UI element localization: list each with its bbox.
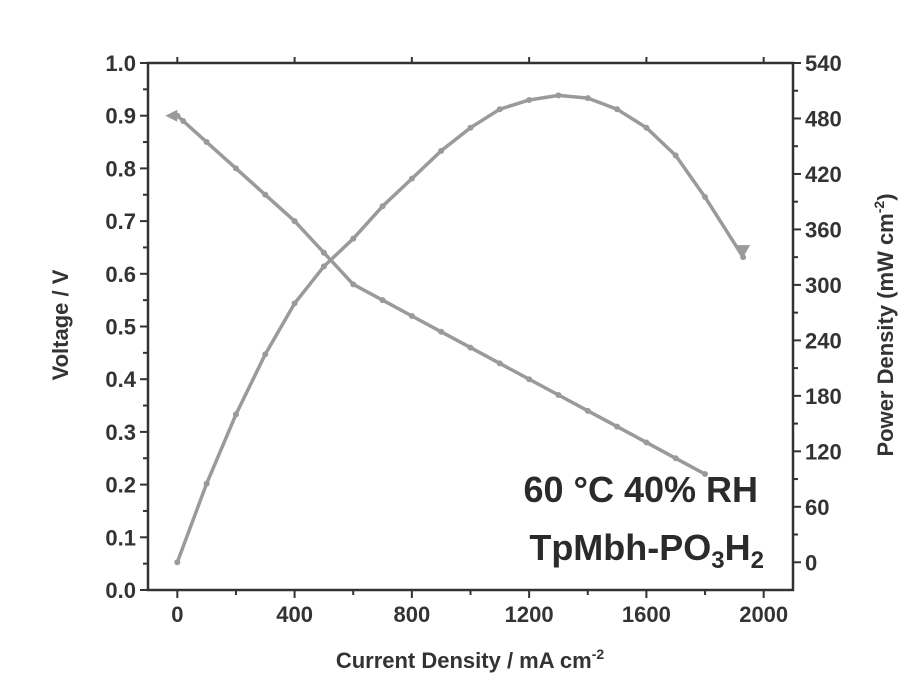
x-tick-label: 1600 <box>622 602 671 627</box>
voltage-point <box>643 439 650 446</box>
voltage-point <box>350 281 357 288</box>
y-left-tick-label: 0.0 <box>105 578 136 603</box>
x-tick-label: 800 <box>394 602 431 627</box>
power-density-point <box>614 106 621 113</box>
voltage-point <box>467 344 474 351</box>
power-density-point <box>232 411 239 418</box>
power-density-point <box>350 235 357 242</box>
y-right-tick-label: 120 <box>805 439 842 464</box>
plot-frame <box>146 61 795 592</box>
power-density-point <box>408 175 415 182</box>
voltage-point <box>702 471 709 478</box>
y-left-axis-title: Voltage / V <box>48 269 73 380</box>
voltage-axis-arrow-marker <box>165 109 178 122</box>
power-density-point <box>291 300 298 307</box>
power-density-point <box>174 559 181 566</box>
annotation-condition: 60 °C 40% RH <box>524 469 759 510</box>
y-left-tick-label: 0.3 <box>105 420 136 445</box>
power-density-point <box>320 263 327 270</box>
voltage-series <box>165 109 709 478</box>
labels: Current Density / mA cm-2 Voltage / V Po… <box>48 193 898 673</box>
voltage-point <box>180 117 187 124</box>
y-left-tick-label: 0.2 <box>105 473 136 498</box>
voltage-point <box>262 191 269 198</box>
voltage-point <box>320 249 327 256</box>
y-right-tick-label: 480 <box>805 106 842 131</box>
voltage-point <box>496 360 503 367</box>
y-right-tick-label: 360 <box>805 217 842 242</box>
y-left-tick-label: 0.6 <box>105 262 136 287</box>
y-left-tick-label: 0.5 <box>105 315 136 340</box>
axes: 0 400 800 1200 1600 20000.00.10.20.30.40.50.6… <box>105 51 841 627</box>
power-density-point <box>379 203 386 210</box>
y-right-tick-label: 420 <box>805 162 842 187</box>
voltage-point <box>614 423 621 430</box>
y-left-tick-label: 0.1 <box>105 525 136 550</box>
voltage-point <box>584 407 591 414</box>
power-density-point <box>496 106 503 113</box>
y-right-tick-label: 540 <box>805 51 842 76</box>
voltage-point <box>379 297 386 304</box>
power-density-point <box>672 152 679 159</box>
voltage-point <box>408 312 415 319</box>
y-left-tick-label: 0.4 <box>105 367 136 392</box>
y-left-tick-label: 0.9 <box>105 104 136 129</box>
y-left-tick-label: 0.7 <box>105 209 136 234</box>
y-right-tick-label: 240 <box>805 328 842 353</box>
power-density-point <box>555 92 562 99</box>
voltage-point <box>203 139 210 146</box>
power-density-point <box>467 124 474 131</box>
voltage-point <box>232 165 239 172</box>
y-left-tick-label: 0.8 <box>105 156 136 181</box>
y-right-axis-title: Power Density (mW cm-2) <box>871 193 898 456</box>
voltage-point <box>438 328 445 335</box>
voltage-point <box>526 376 533 383</box>
power-density-point <box>526 96 533 103</box>
x-tick-label: 2000 <box>739 602 788 627</box>
power-density-point <box>584 95 591 102</box>
y-left-tick-label: 1.0 <box>105 51 136 76</box>
power-density-line <box>175 93 745 565</box>
x-axis-title: Current Density / mA cm-2 <box>336 646 605 673</box>
voltage-point <box>291 218 298 225</box>
y-right-tick-label: 180 <box>805 384 842 409</box>
power-axis-arrow-marker <box>736 245 751 258</box>
series-layer <box>165 92 751 566</box>
power-density-point <box>203 480 210 487</box>
annotation-material: TpMbh-PO3H2 <box>529 527 764 574</box>
power-density-point <box>702 194 709 201</box>
y-right-tick-label: 0 <box>805 550 817 575</box>
y-right-tick-label: 300 <box>805 273 842 298</box>
power-density-point <box>438 147 445 154</box>
y-right-tick-label: 60 <box>805 495 829 520</box>
x-tick-label: 400 <box>276 602 313 627</box>
power-density-point <box>262 351 269 358</box>
voltage-point <box>555 392 562 399</box>
power-density-point <box>643 124 650 131</box>
x-tick-label: 0 <box>171 602 183 627</box>
voltage-point <box>672 455 679 462</box>
power-density-series <box>174 92 751 566</box>
voltage-line <box>175 113 707 476</box>
x-tick-label: 1200 <box>505 602 554 627</box>
